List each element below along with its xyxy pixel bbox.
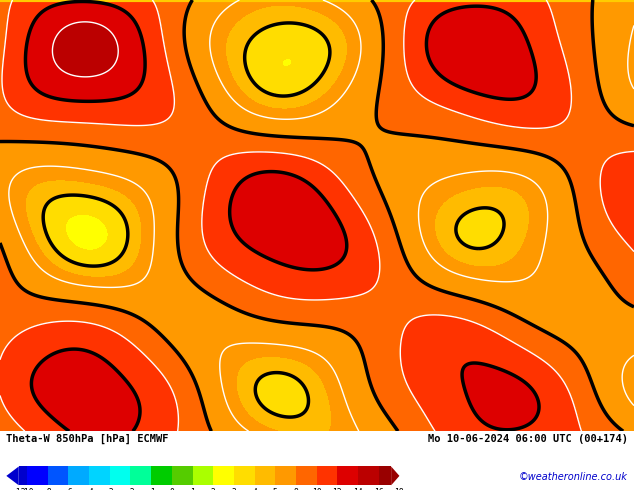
Bar <box>378 466 391 485</box>
Bar <box>89 466 110 485</box>
Bar <box>275 466 296 485</box>
Text: 14: 14 <box>353 488 363 490</box>
Bar <box>172 466 193 485</box>
Bar <box>316 466 337 485</box>
Polygon shape <box>391 466 399 485</box>
Text: -1: -1 <box>146 488 156 490</box>
Bar <box>296 466 316 485</box>
Bar <box>48 466 68 485</box>
Bar <box>234 466 255 485</box>
Bar <box>358 466 378 485</box>
Text: 3: 3 <box>231 488 236 490</box>
Bar <box>68 466 89 485</box>
Text: ©weatheronline.co.uk: ©weatheronline.co.uk <box>519 472 628 482</box>
Text: 1: 1 <box>190 488 195 490</box>
Bar <box>151 466 172 485</box>
Text: 5: 5 <box>273 488 278 490</box>
Text: 12: 12 <box>332 488 342 490</box>
Text: 4: 4 <box>252 488 257 490</box>
Text: 0: 0 <box>169 488 174 490</box>
Bar <box>255 466 275 485</box>
Text: 8: 8 <box>294 488 299 490</box>
Text: Theta-W 850hPa [hPa] ECMWF: Theta-W 850hPa [hPa] ECMWF <box>6 434 169 444</box>
Text: -4: -4 <box>84 488 94 490</box>
Text: Mo 10-06-2024 06:00 UTC (00+174): Mo 10-06-2024 06:00 UTC (00+174) <box>428 434 628 444</box>
Text: 16: 16 <box>374 488 384 490</box>
Text: 18: 18 <box>394 488 404 490</box>
Bar <box>27 466 48 485</box>
Text: -10: -10 <box>20 488 34 490</box>
Bar <box>110 466 131 485</box>
Text: -12: -12 <box>11 488 26 490</box>
Text: 2: 2 <box>210 488 216 490</box>
Text: -8: -8 <box>43 488 53 490</box>
Bar <box>131 466 151 485</box>
Text: 10: 10 <box>312 488 321 490</box>
Text: -6: -6 <box>63 488 74 490</box>
Bar <box>337 466 358 485</box>
Bar <box>193 466 213 485</box>
Text: -2: -2 <box>126 488 135 490</box>
Text: -3: -3 <box>105 488 115 490</box>
Polygon shape <box>6 466 19 485</box>
Bar <box>19 466 27 485</box>
Bar <box>213 466 234 485</box>
